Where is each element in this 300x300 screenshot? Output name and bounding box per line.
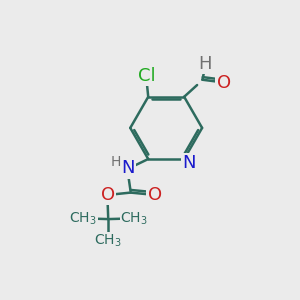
Text: CH$_3$: CH$_3$ xyxy=(94,233,122,249)
Text: H: H xyxy=(198,55,211,73)
Text: O: O xyxy=(148,186,162,204)
Text: N: N xyxy=(183,154,196,172)
Text: Cl: Cl xyxy=(138,67,156,85)
Text: CH$_3$: CH$_3$ xyxy=(120,210,148,227)
Text: O: O xyxy=(100,186,115,204)
Text: CH$_3$: CH$_3$ xyxy=(69,210,97,227)
Text: N: N xyxy=(122,159,135,177)
Text: O: O xyxy=(217,74,231,92)
Text: H: H xyxy=(111,155,121,169)
